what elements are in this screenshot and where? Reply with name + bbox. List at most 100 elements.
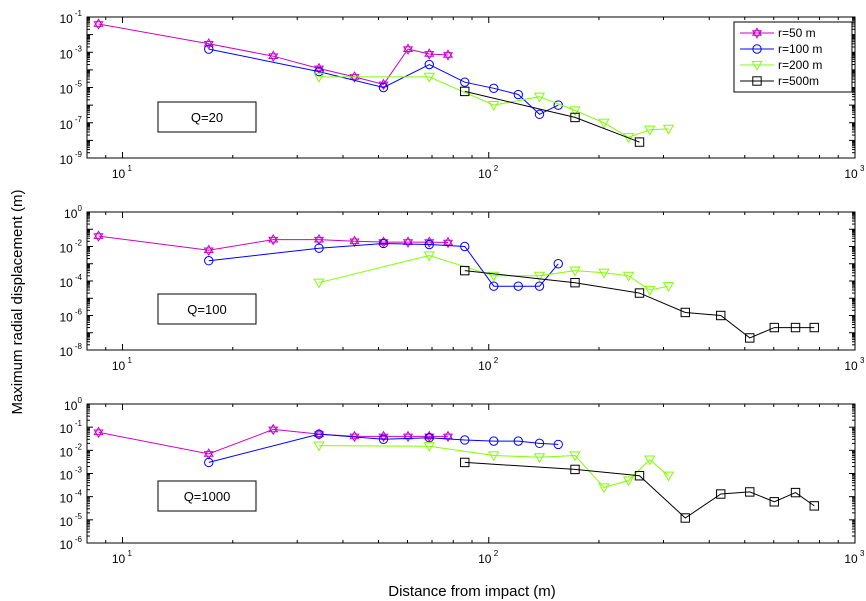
data-point bbox=[569, 451, 581, 462]
data-point bbox=[644, 285, 656, 296]
plot-frame bbox=[86, 403, 856, 544]
data-point bbox=[553, 259, 563, 269]
data-point bbox=[489, 281, 499, 291]
data-point bbox=[533, 271, 546, 282]
data-point bbox=[314, 66, 324, 77]
y-tick-exponent: -5 bbox=[75, 80, 83, 89]
data-point bbox=[378, 78, 389, 91]
x-tick-label: 10 bbox=[112, 359, 126, 373]
star-triangle-down bbox=[751, 30, 763, 39]
star-triangle-down bbox=[349, 74, 360, 83]
y-tick-exponent: -2 bbox=[75, 442, 83, 451]
series-1 bbox=[93, 230, 454, 257]
data-point bbox=[513, 281, 523, 291]
data-point bbox=[569, 266, 581, 277]
x-tick-label: 10 bbox=[478, 167, 492, 181]
series-line bbox=[98, 428, 448, 455]
star-triangle-up bbox=[268, 423, 279, 433]
data-point bbox=[313, 62, 325, 75]
data-point bbox=[313, 278, 325, 289]
star-triangle-up bbox=[349, 430, 360, 440]
data-point bbox=[349, 235, 360, 248]
x-tick-exponent: 1 bbox=[127, 356, 132, 365]
data-point bbox=[533, 453, 546, 464]
data-point bbox=[423, 72, 435, 83]
data-point bbox=[378, 82, 389, 93]
y-tick-label: 10 bbox=[59, 276, 73, 290]
data-point bbox=[378, 238, 389, 249]
y-tick-exponent: -3 bbox=[75, 44, 83, 53]
panel-label: Q=1000 bbox=[184, 489, 231, 504]
data-point bbox=[402, 43, 414, 55]
data-point bbox=[488, 271, 500, 282]
data-point bbox=[424, 59, 434, 70]
series-line bbox=[319, 76, 669, 138]
x-tick-label: 10 bbox=[478, 359, 492, 373]
star-triangle-down bbox=[203, 451, 214, 460]
data-point bbox=[680, 513, 690, 523]
data-point bbox=[644, 455, 656, 466]
data-point bbox=[745, 487, 755, 497]
chart-panel-3: 10 1 10 2 10 3-610-510-410-310-210-110010Q=10… bbox=[59, 396, 865, 566]
legend-item-2: r=100 m bbox=[740, 42, 822, 56]
x-tick-exponent: 2 bbox=[494, 164, 499, 173]
star-triangle-down bbox=[268, 236, 279, 246]
x-tick-label: 10 bbox=[844, 167, 858, 181]
data-point bbox=[622, 476, 635, 487]
y-tick-label: 10 bbox=[64, 207, 78, 221]
legend-marker bbox=[751, 60, 763, 71]
star-triangle-up bbox=[93, 18, 104, 27]
star-triangle-up bbox=[424, 430, 435, 440]
y-tick-label: 10 bbox=[59, 83, 73, 97]
x-tick-exponent: 3 bbox=[860, 549, 865, 558]
legend-marker bbox=[751, 27, 763, 39]
star-triangle-down bbox=[93, 233, 104, 242]
star-triangle-up bbox=[442, 49, 454, 58]
star-triangle-down bbox=[313, 236, 325, 246]
data-point bbox=[769, 497, 779, 507]
star-triangle-up bbox=[402, 43, 414, 52]
data-point bbox=[513, 89, 523, 100]
y-tick-label: 10 bbox=[64, 399, 78, 413]
legend-label: r=200 m bbox=[778, 58, 822, 72]
data-point bbox=[313, 441, 325, 452]
star-triangle-up bbox=[378, 236, 389, 245]
y-tick-exponent: -2 bbox=[75, 239, 83, 248]
legend-marker bbox=[752, 44, 762, 54]
data-point bbox=[809, 322, 819, 333]
data-point bbox=[634, 137, 645, 147]
legend-item-3: r=200 m bbox=[740, 58, 822, 72]
data-point bbox=[313, 72, 325, 83]
star-triangle-down bbox=[402, 46, 414, 55]
data-point bbox=[634, 471, 645, 481]
x-tick-exponent: 1 bbox=[127, 549, 132, 558]
star-triangle-up bbox=[349, 235, 360, 245]
series-line bbox=[464, 90, 640, 143]
data-point bbox=[488, 101, 500, 111]
y-tick-label: 10 bbox=[59, 515, 73, 529]
data-point bbox=[424, 433, 434, 443]
y-tick-exponent: -9 bbox=[75, 150, 83, 159]
x-tick-label: 10 bbox=[844, 552, 858, 566]
x-tick-label: 10 bbox=[478, 552, 492, 566]
series-2 bbox=[204, 429, 563, 468]
data-point bbox=[598, 118, 610, 129]
y-tick-label: 10 bbox=[59, 492, 73, 506]
x-tick-exponent: 2 bbox=[494, 549, 499, 558]
y-tick-exponent: 0 bbox=[78, 396, 83, 405]
data-point bbox=[460, 77, 470, 87]
data-point bbox=[662, 124, 675, 135]
star-triangle-up bbox=[313, 428, 325, 437]
star-triangle-down bbox=[402, 433, 414, 443]
y-tick-exponent: -7 bbox=[75, 115, 83, 124]
data-point bbox=[662, 282, 675, 293]
data-point bbox=[442, 236, 454, 249]
star-triangle-up bbox=[378, 78, 389, 88]
data-point bbox=[488, 451, 500, 462]
y-tick-label: 10 bbox=[59, 445, 73, 459]
data-point bbox=[622, 133, 635, 144]
star-triangle-down bbox=[442, 433, 454, 443]
data-point bbox=[424, 239, 434, 250]
